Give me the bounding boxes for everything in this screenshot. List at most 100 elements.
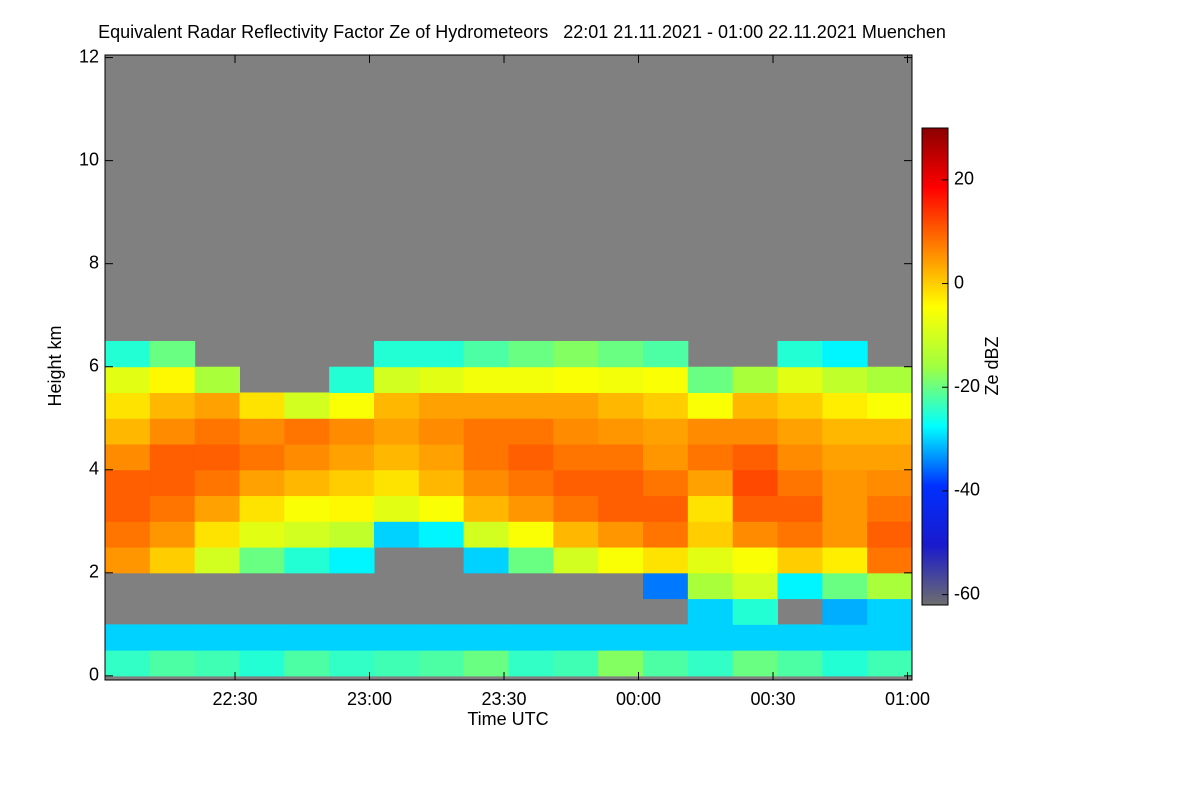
heatmap-cell bbox=[553, 340, 599, 368]
heatmap-cell bbox=[194, 547, 240, 574]
heatmap-cell bbox=[732, 495, 778, 522]
heatmap-cell bbox=[777, 650, 823, 677]
heatmap-cell bbox=[508, 650, 554, 677]
y-tick-label: 0 bbox=[89, 665, 99, 685]
heatmap-cell bbox=[149, 469, 196, 497]
heatmap-cell bbox=[329, 521, 375, 548]
x-tick-label: 00:00 bbox=[616, 689, 661, 709]
heatmap-cell bbox=[418, 392, 465, 419]
heatmap-cell bbox=[149, 495, 196, 522]
heatmap-cell bbox=[149, 650, 196, 677]
heatmap-cell bbox=[508, 392, 554, 419]
heatmap-cell bbox=[777, 572, 823, 600]
heatmap-cell bbox=[643, 624, 689, 651]
heatmap-cell bbox=[553, 444, 599, 471]
heatmap-cell bbox=[374, 495, 420, 522]
heatmap-cell bbox=[284, 547, 330, 574]
heatmap-cell bbox=[463, 366, 509, 393]
heatmap-cell bbox=[687, 469, 734, 497]
heatmap-cell bbox=[149, 521, 196, 548]
heatmap-cell bbox=[149, 624, 196, 651]
heatmap-cell bbox=[643, 469, 689, 497]
heatmap-cell bbox=[867, 547, 913, 574]
heatmap-cell bbox=[239, 469, 285, 497]
heatmap-cell bbox=[777, 366, 823, 393]
heatmap-cell bbox=[239, 495, 285, 522]
heatmap-cell bbox=[105, 624, 151, 651]
heatmap-cell bbox=[463, 650, 509, 677]
heatmap-cell bbox=[418, 418, 465, 445]
heatmap-cell bbox=[822, 650, 868, 677]
heatmap-cell bbox=[194, 469, 240, 497]
heatmap-cell bbox=[732, 469, 778, 497]
heatmap-cell bbox=[418, 624, 465, 651]
heatmap-cell bbox=[418, 521, 465, 548]
x-axis-label: Time UTC bbox=[467, 709, 548, 729]
heatmap-cell bbox=[463, 495, 509, 522]
heatmap-cell bbox=[687, 366, 734, 393]
colorbar-tick-label: -20 bbox=[954, 376, 980, 396]
heatmap-cell bbox=[284, 418, 330, 445]
colorbar-tick-label: 0 bbox=[954, 272, 964, 292]
heatmap-cell bbox=[598, 469, 644, 497]
heatmap-cell bbox=[105, 469, 151, 497]
heatmap-cell bbox=[643, 495, 689, 522]
y-tick-label: 12 bbox=[79, 46, 99, 66]
heatmap-cell bbox=[418, 495, 465, 522]
heatmap-cell bbox=[867, 366, 913, 393]
heatmap-cell bbox=[867, 650, 913, 677]
heatmap-cell bbox=[687, 495, 734, 522]
heatmap-cell bbox=[822, 392, 868, 419]
heatmap-cell bbox=[329, 624, 375, 651]
heatmap-cell bbox=[643, 547, 689, 574]
heatmap-cell bbox=[553, 650, 599, 677]
x-tick-label: 01:00 bbox=[885, 689, 930, 709]
heatmap-cell bbox=[598, 547, 644, 574]
heatmap-cell bbox=[374, 650, 420, 677]
y-tick-label: 8 bbox=[89, 252, 99, 272]
heatmap-cell bbox=[643, 572, 689, 600]
heatmap-cell bbox=[732, 392, 778, 419]
heatmap-cell bbox=[687, 547, 734, 574]
heatmap-cell bbox=[418, 366, 465, 393]
heatmap-cell bbox=[463, 469, 509, 497]
y-tick-label: 2 bbox=[89, 562, 99, 582]
heatmap-cell bbox=[105, 366, 151, 393]
heatmap-cell bbox=[239, 444, 285, 471]
x-tick-label: 22:30 bbox=[212, 689, 257, 709]
heatmap-cell bbox=[553, 624, 599, 651]
heatmap-cell bbox=[194, 650, 240, 677]
heatmap-cell bbox=[374, 469, 420, 497]
heatmap-cell bbox=[867, 392, 913, 419]
heatmap-cell bbox=[732, 521, 778, 548]
heatmap-cell bbox=[777, 495, 823, 522]
heatmap-cell bbox=[374, 521, 420, 548]
heatmap-cell bbox=[553, 366, 599, 393]
heatmap-cell bbox=[508, 624, 554, 651]
heatmap-cell bbox=[329, 469, 375, 497]
heatmap-cell bbox=[867, 418, 913, 445]
y-tick-label: 4 bbox=[89, 459, 99, 479]
heatmap-cell bbox=[553, 392, 599, 419]
heatmap-cell bbox=[239, 418, 285, 445]
heatmap-cell bbox=[329, 418, 375, 445]
heatmap-cell bbox=[329, 392, 375, 419]
heatmap-cell bbox=[374, 340, 420, 368]
y-axis-label: Height km bbox=[45, 325, 65, 406]
heatmap-cell bbox=[643, 340, 689, 368]
heatmap-cell bbox=[374, 624, 420, 651]
heatmap-cell bbox=[463, 418, 509, 445]
colorbar-tick-label: 20 bbox=[954, 169, 974, 189]
heatmap-cell bbox=[822, 340, 868, 368]
heatmap-cell bbox=[777, 521, 823, 548]
plot-frame bbox=[104, 54, 913, 681]
heatmap-cell bbox=[194, 444, 240, 471]
heatmap-cell bbox=[687, 521, 734, 548]
heatmap-cell bbox=[149, 444, 196, 471]
heatmap-cell bbox=[463, 444, 509, 471]
heatmap-cell bbox=[463, 547, 509, 574]
heatmap-cell bbox=[105, 495, 151, 522]
heatmap-cell bbox=[508, 469, 554, 497]
heatmap-cell bbox=[822, 547, 868, 574]
heatmap-cell bbox=[329, 366, 375, 393]
